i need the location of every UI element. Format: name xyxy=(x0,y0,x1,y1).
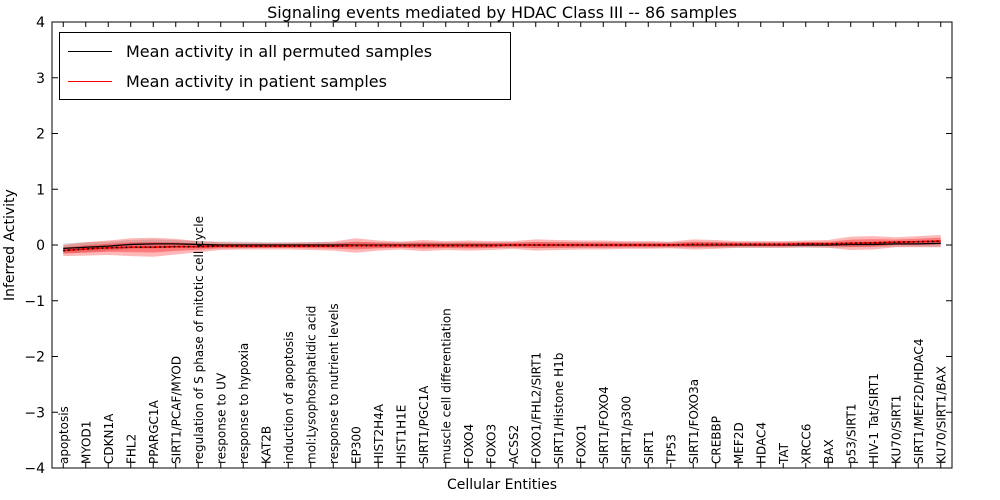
svg-text:SIRT1/MEF2D/HDAC4: SIRT1/MEF2D/HDAC4 xyxy=(912,339,926,464)
svg-text:KAT2B: KAT2B xyxy=(259,426,273,464)
svg-text:CDKN1A: CDKN1A xyxy=(102,413,116,464)
legend: Mean activity in all permuted samples Me… xyxy=(59,32,511,100)
svg-text:response to UV: response to UV xyxy=(214,372,228,464)
svg-text:MYOD1: MYOD1 xyxy=(79,421,93,464)
svg-text:−1: −1 xyxy=(24,294,45,310)
svg-text:HIST1H1E: HIST1H1E xyxy=(394,405,408,464)
svg-text:ACSS2: ACSS2 xyxy=(507,425,521,464)
svg-text:SIRT1/PGC1A: SIRT1/PGC1A xyxy=(417,385,431,464)
svg-text:0: 0 xyxy=(36,238,45,254)
legend-item-patient: Mean activity in patient samples xyxy=(68,69,500,93)
y-axis-ticks: 4 3 2 1 0 −1 −2 −3 −4 xyxy=(24,15,952,477)
svg-text:FOXO4: FOXO4 xyxy=(462,424,476,464)
svg-text:SIRT1/FOXO3a: SIRT1/FOXO3a xyxy=(687,379,701,464)
svg-text:2: 2 xyxy=(36,127,45,143)
svg-text:−3: −3 xyxy=(24,405,45,421)
svg-text:p53/SIRT1: p53/SIRT1 xyxy=(844,403,858,464)
svg-text:response to nutrient levels: response to nutrient levels xyxy=(327,303,341,464)
legend-item-permuted: Mean activity in all permuted samples xyxy=(68,39,500,63)
svg-text:HIST2H4A: HIST2H4A xyxy=(372,403,386,464)
svg-text:FHL2: FHL2 xyxy=(124,434,138,464)
svg-text:SIRT1/Histone H1b: SIRT1/Histone H1b xyxy=(552,353,566,464)
svg-text:apoptosis: apoptosis xyxy=(57,406,71,464)
svg-text:TAT: TAT xyxy=(777,442,791,465)
svg-text:XRCC6: XRCC6 xyxy=(799,424,813,464)
svg-text:induction of apoptosis: induction of apoptosis xyxy=(282,331,296,464)
legend-label-patient: Mean activity in patient samples xyxy=(126,71,387,91)
svg-text:BAX: BAX xyxy=(822,439,836,464)
plot-border xyxy=(51,21,953,469)
x-axis-label: Cellular Entities xyxy=(446,477,558,493)
series-lines xyxy=(63,240,941,252)
patient-line-sample xyxy=(68,80,112,82)
svg-text:EP300: EP300 xyxy=(349,426,363,464)
svg-text:HDAC4: HDAC4 xyxy=(754,422,768,464)
x-axis-ticks xyxy=(62,22,942,468)
svg-text:response to hypoxia: response to hypoxia xyxy=(237,343,251,464)
svg-text:muscle cell differentiation: muscle cell differentiation xyxy=(439,308,453,464)
svg-text:SIRT1: SIRT1 xyxy=(642,430,656,464)
svg-text:CREBBP: CREBBP xyxy=(709,416,723,464)
svg-text:PPARGC1A: PPARGC1A xyxy=(147,399,161,464)
svg-text:FOXO1/FHL2/SIRT1: FOXO1/FHL2/SIRT1 xyxy=(529,352,543,464)
svg-text:−4: −4 xyxy=(24,461,45,477)
svg-text:3: 3 xyxy=(36,71,45,87)
svg-text:FOXO3: FOXO3 xyxy=(484,424,498,464)
svg-text:SIRT1/p300: SIRT1/p300 xyxy=(619,396,633,464)
legend-label-permuted: Mean activity in all permuted samples xyxy=(126,41,433,61)
svg-text:mol:Lysophosphatidic acid: mol:Lysophosphatidic acid xyxy=(304,306,318,464)
svg-text:TP53: TP53 xyxy=(664,434,678,465)
svg-text:FOXO1: FOXO1 xyxy=(574,424,588,464)
x-tick-labels: apoptosis MYOD1 CDKN1A FHL2 PPARGC1A SIRT1/PC… xyxy=(57,216,949,465)
svg-text:KU70/SIRT1: KU70/SIRT1 xyxy=(889,395,903,464)
svg-text:SIRT1/PCAF/MYOD: SIRT1/PCAF/MYOD xyxy=(169,356,183,464)
svg-text:SIRT1/FOXO4: SIRT1/FOXO4 xyxy=(597,386,611,464)
svg-text:regulation of S phase of mitot: regulation of S phase of mitotic cell cy… xyxy=(192,216,206,464)
svg-text:4: 4 xyxy=(36,15,45,31)
svg-text:MEF2D: MEF2D xyxy=(732,422,746,464)
permuted-line-sample xyxy=(68,50,112,52)
svg-text:−2: −2 xyxy=(24,350,45,366)
chart-title: Signaling events mediated by HDAC Class … xyxy=(267,3,737,22)
svg-text:HIV-1 Tat/SIRT1: HIV-1 Tat/SIRT1 xyxy=(867,373,881,464)
svg-text:KU70/SIRT1/BAX: KU70/SIRT1/BAX xyxy=(934,366,948,464)
svg-text:1: 1 xyxy=(36,182,45,198)
